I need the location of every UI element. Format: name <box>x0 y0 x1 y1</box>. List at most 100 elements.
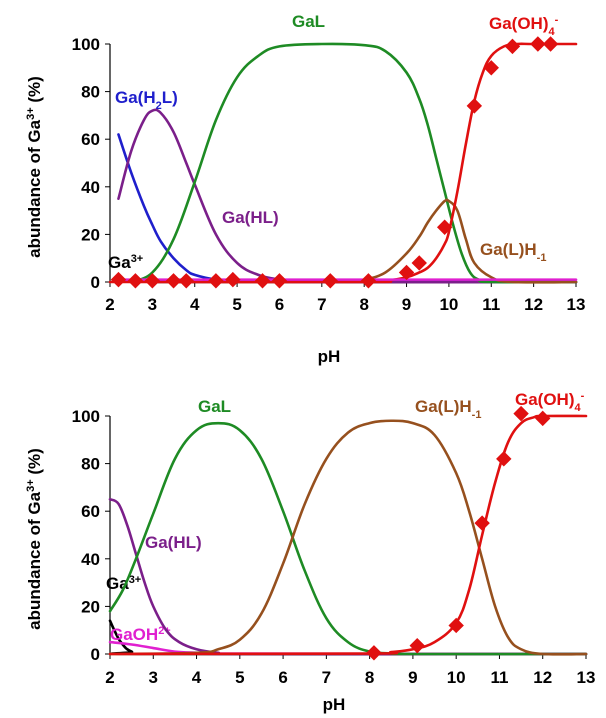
series-label: Ga3+ <box>108 253 143 272</box>
chart-panel-1: 2 3 4 5 6 7 8 9 10 11 12 13 0 20 40 60 80 100 pH abundance … <box>25 12 585 366</box>
x-tick-label: 5 <box>235 668 244 687</box>
y-tick-label: 60 <box>81 502 100 521</box>
data-point-marker <box>474 515 490 531</box>
y-axis-label-part: (%) <box>25 76 44 107</box>
y-axis-label: abundance of Ga3+ (%) <box>25 448 44 630</box>
y-tick-label: 80 <box>81 455 100 474</box>
series-line <box>108 414 588 656</box>
series-label: Ga(OH)4- <box>489 14 559 38</box>
data-point-marker <box>165 273 182 289</box>
series-label-part: Ga(OH) <box>515 390 575 409</box>
series-label-part: Ga(HL) <box>222 208 279 227</box>
series-label-part: -1 <box>472 409 482 421</box>
y-axis-label-part: (%) <box>25 448 44 479</box>
x-tick-label: 11 <box>490 668 508 687</box>
x-axis-label: pH <box>323 695 346 714</box>
y-axis-label-part: 3+ <box>25 107 37 120</box>
y-tick-label: 40 <box>81 550 100 569</box>
x-tick-label: 4 <box>192 668 202 687</box>
series-line <box>117 133 578 284</box>
data-point-marker <box>366 645 382 661</box>
x-tick-label: 3 <box>149 668 158 687</box>
data-point-marker <box>448 617 464 634</box>
y-tick-label: 60 <box>81 130 100 149</box>
series-label-part: - <box>581 390 585 402</box>
x-tick-label: 6 <box>275 295 284 314</box>
series-label-part: GaL <box>292 12 325 31</box>
data-point-marker <box>436 219 453 235</box>
x-tick-label: 8 <box>365 668 374 687</box>
series-label-part: L) <box>162 88 178 107</box>
x-tick-label: 7 <box>317 295 326 314</box>
data-point-marker <box>271 273 288 289</box>
x-tick-label: 7 <box>322 668 331 687</box>
data-point-marker <box>225 271 241 288</box>
y-tick-label: 100 <box>72 35 100 54</box>
data-point-marker <box>411 255 427 271</box>
data-point-marker <box>398 264 415 281</box>
x-tick-label: 12 <box>524 295 543 314</box>
data-point-marker <box>144 273 161 289</box>
series-label-part: Ga(L)H <box>415 397 472 416</box>
series-label: Ga(HL) <box>222 208 279 227</box>
x-tick-label: 8 <box>359 295 368 314</box>
data-point-marker <box>322 273 338 289</box>
chart-panel-2: 2 3 4 5 6 7 8 9 10 11 12 13 0 20 40 60 80 100 pH abundance … <box>25 390 595 714</box>
data-point-marker <box>178 273 194 289</box>
series-label: Ga(OH)4- <box>515 390 585 414</box>
y-tick-label: 100 <box>72 407 100 426</box>
series-label: Ga(HL) <box>145 533 202 552</box>
series-line <box>108 498 588 656</box>
x-tick-label: 13 <box>577 668 596 687</box>
data-point-marker <box>127 273 144 289</box>
data-point-marker <box>535 410 551 427</box>
x-tick-label: 10 <box>439 295 458 314</box>
x-tick-label: 6 <box>278 668 287 687</box>
series-label-part: 4 <box>575 402 582 414</box>
y-tick-label: 80 <box>81 83 100 102</box>
x-axis-label: pH <box>318 347 341 366</box>
data-point-marker <box>513 405 529 422</box>
series-label-part: 2 <box>156 100 162 112</box>
data-point-marker <box>483 60 499 76</box>
series-label: Ga(L)H-1 <box>415 397 481 421</box>
x-tick-label: 9 <box>402 295 411 314</box>
series-line <box>108 619 588 656</box>
series-label-part: Ga(HL) <box>145 533 202 552</box>
x-tick-label: 11 <box>482 295 500 314</box>
series-label: Ga(H2L) <box>115 88 178 112</box>
data-point-marker <box>110 271 127 288</box>
y-tick-label: 20 <box>81 225 100 244</box>
x-tick-label: 12 <box>533 668 552 687</box>
series-label-part: 3+ <box>129 574 142 586</box>
y-tick-label: 20 <box>81 597 100 616</box>
x-tick-label: 2 <box>105 668 114 687</box>
series-label-part: GaOH <box>110 625 158 644</box>
x-tick-label: 3 <box>148 295 157 314</box>
series-label-part: Ga(OH) <box>489 14 549 33</box>
series-line <box>341 198 578 284</box>
y-axis-label-part: abundance of Ga <box>25 119 44 257</box>
data-point-marker <box>254 273 271 289</box>
series-label-part: 2+ <box>158 625 171 637</box>
data-point-marker <box>542 36 559 52</box>
x-tick-label: 13 <box>567 295 586 314</box>
series-line <box>108 419 588 656</box>
x-tick-label: 4 <box>190 295 200 314</box>
y-tick-label: 40 <box>81 178 100 197</box>
series-label-part: Ga <box>108 253 131 272</box>
series-label: GaL <box>198 397 231 416</box>
x-tick-label: 2 <box>105 295 114 314</box>
y-axis-label-part: abundance of Ga <box>25 491 44 629</box>
data-point-marker <box>496 451 512 467</box>
y-axis-label-part: 3+ <box>25 479 37 492</box>
series-label-part: -1 <box>537 252 547 264</box>
series-label-part: Ga(H <box>115 88 156 107</box>
x-tick-label: 9 <box>408 668 417 687</box>
data-point-marker <box>466 98 483 114</box>
series-label-part: 4 <box>549 26 556 38</box>
data-point-marker <box>208 273 224 289</box>
x-tick-label: 5 <box>232 295 241 314</box>
y-tick-label: 0 <box>91 645 100 664</box>
